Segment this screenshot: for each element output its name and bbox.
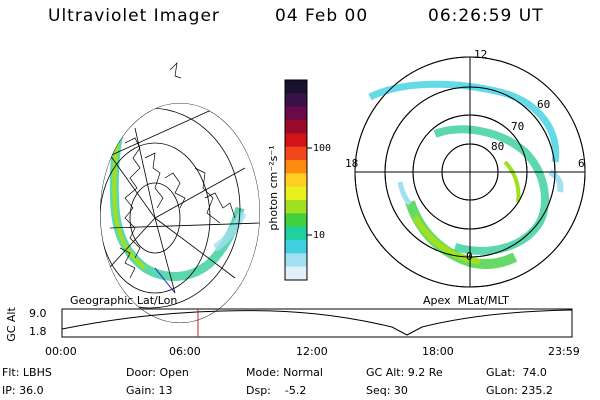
- colorbar-tick-10: 10: [313, 230, 326, 241]
- altitude-strip: [61, 308, 573, 338]
- lat-label-60: 60: [537, 98, 551, 111]
- time-tick-1200: 12:00: [296, 345, 328, 358]
- time-tick-1800: 18:00: [422, 345, 454, 358]
- geographic-map: [100, 61, 260, 323]
- polar-plot: [354, 56, 586, 288]
- mlt-label-bottom: 0: [466, 250, 473, 263]
- alt-tick-1-8: 1.8: [29, 325, 47, 338]
- colorbar: [284, 79, 312, 281]
- lat-label-80: 80: [491, 140, 505, 153]
- instrument-title: Ultraviolet Imager: [48, 6, 220, 26]
- colorbar-swatch: [285, 133, 307, 148]
- mode-info: Mode: Normal: [246, 366, 323, 379]
- colorbar-swatch: [285, 80, 307, 94]
- gain-info: Gain: 13: [126, 384, 173, 397]
- door-info: Door: Open: [126, 366, 189, 379]
- time-label: 06:26:59 UT: [428, 6, 544, 26]
- colorbar-swatch: [285, 240, 307, 254]
- colorbar-swatch: [285, 253, 307, 268]
- seq-info: Seq: 30: [366, 384, 408, 397]
- colorbar-swatch: [285, 160, 307, 174]
- colorbar-swatch: [285, 186, 307, 201]
- filter-info: Flt: LBHS: [2, 366, 52, 379]
- colorbar-swatch: [285, 120, 307, 134]
- colorbar-swatch: [285, 200, 307, 214]
- colorbar-swatch: [285, 213, 307, 228]
- time-tick-0600: 06:00: [169, 345, 201, 358]
- ip-info: IP: 36.0: [2, 384, 44, 397]
- geographic-panel-label: Geographic Lat/Lon: [70, 294, 178, 307]
- time-tick-0000: 00:00: [45, 345, 77, 358]
- colorbar-swatch: [285, 106, 307, 121]
- colorbar-tick-100: 100: [313, 143, 332, 154]
- glat-info: GLat: 74.0: [486, 366, 547, 379]
- mlt-label-right: 6: [578, 157, 585, 170]
- colorbar-swatch: [285, 93, 307, 108]
- gc-alt-info: GC Alt: 9.2 Re: [366, 366, 443, 379]
- mlt-label-left: 18: [345, 157, 359, 170]
- colorbar-swatch: [285, 226, 307, 241]
- colorbar-swatch: [285, 146, 307, 161]
- alt-tick-9: 9.0: [29, 307, 47, 320]
- time-tick-2359: 23:59: [548, 345, 580, 358]
- colorbar-unit-label: photon cm⁻²s⁻¹: [267, 145, 280, 231]
- polar-panel-label: Apex MLat/MLT: [423, 294, 509, 307]
- gc-alt-axis-label: GC Alt: [4, 307, 18, 342]
- lat-label-70: 70: [511, 120, 525, 133]
- glon-info: GLon: 235.2: [486, 384, 553, 397]
- dsp-info: Dsp: -5.2: [246, 384, 307, 397]
- colorbar-swatch: [285, 266, 307, 281]
- mlt-label-top: 12: [474, 48, 488, 61]
- colorbar-swatch: [285, 173, 307, 188]
- date-label: 04 Feb 00: [275, 6, 369, 26]
